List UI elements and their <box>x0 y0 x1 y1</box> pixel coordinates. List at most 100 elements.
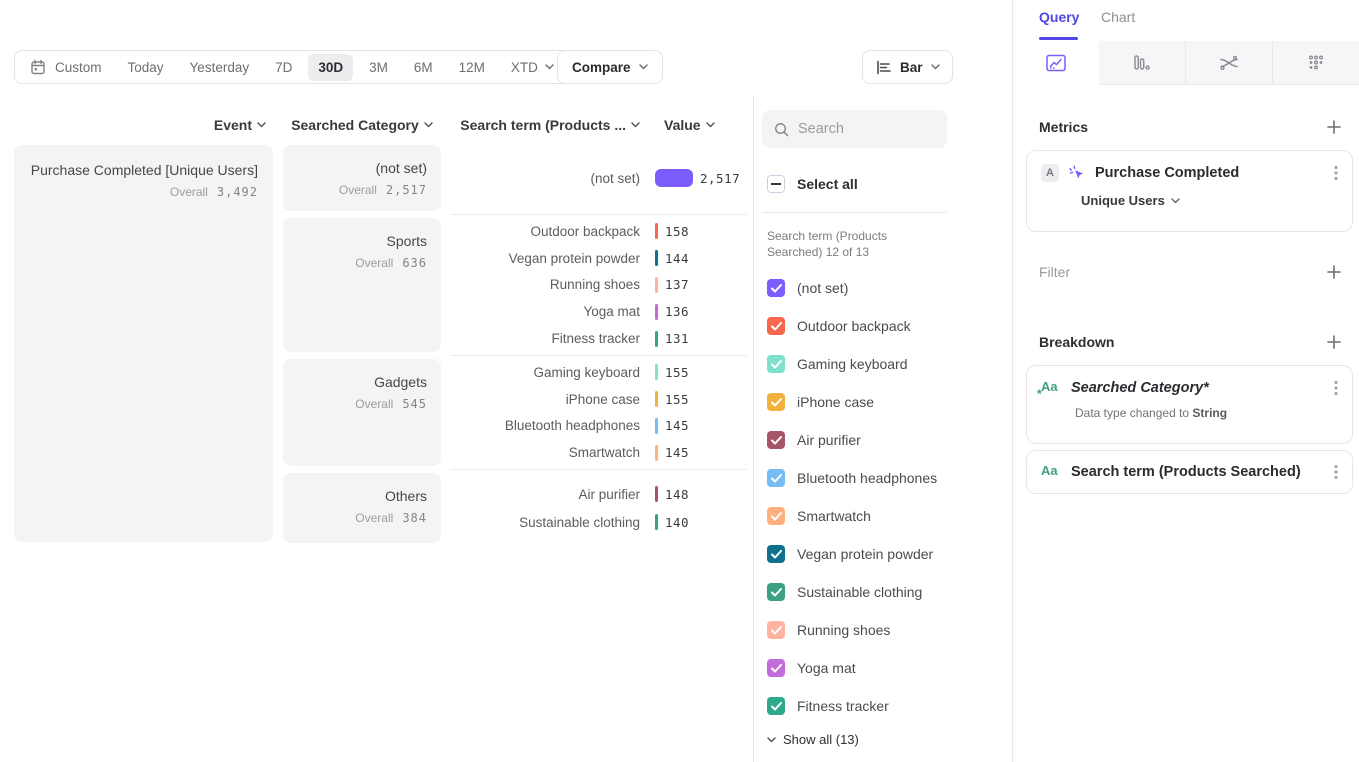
kebab-menu-icon[interactable] <box>1334 380 1338 396</box>
legend-item[interactable]: Outdoor backpack <box>767 307 937 345</box>
date-range-button[interactable]: Custom <box>17 51 115 83</box>
term-row[interactable]: Gaming keyboard 155 <box>450 359 747 386</box>
column-header-event[interactable]: Event <box>14 114 266 136</box>
term-row[interactable]: Sustainable clothing 140 <box>450 508 747 536</box>
column-header-searched-category[interactable]: Searched Category <box>283 114 441 136</box>
legend-item[interactable]: Running shoes <box>767 611 937 649</box>
legend-item[interactable]: iPhone case <box>767 383 937 421</box>
category-cell[interactable]: Sports Overall 636 <box>283 218 441 352</box>
add-filter-button[interactable] <box>1327 265 1341 279</box>
chart-type-button[interactable]: Bar <box>862 50 953 84</box>
category-cell[interactable]: Gadgets Overall 545 <box>283 359 441 466</box>
checked-checkbox-icon[interactable] <box>767 697 785 715</box>
term-row[interactable]: Smartwatch 145 <box>450 439 747 466</box>
legend-item[interactable]: Smartwatch <box>767 497 937 535</box>
date-range-button[interactable]: 6M <box>401 51 446 83</box>
column-header-label: Searched Category <box>291 117 419 133</box>
term-row-group: Outdoor backpack 158 Vegan protein powder 1… <box>450 214 747 352</box>
checked-checkbox-icon[interactable] <box>767 621 785 639</box>
checked-checkbox-icon[interactable] <box>767 279 785 297</box>
date-range-button[interactable]: XTD <box>498 51 567 83</box>
legend-item[interactable]: Air purifier <box>767 421 937 459</box>
category-name: Others <box>384 488 427 504</box>
line-chart-icon <box>1046 54 1066 72</box>
term-row[interactable]: Yoga mat 136 <box>450 298 747 325</box>
data-type-note: Data type changed to String <box>1075 406 1228 420</box>
search-icon <box>774 122 789 137</box>
event-cell[interactable]: Purchase Completed [Unique Users] Overal… <box>14 145 273 542</box>
checked-checkbox-icon[interactable] <box>767 583 785 601</box>
legend-item[interactable]: Fitness tracker <box>767 687 937 725</box>
checked-checkbox-icon[interactable] <box>767 659 785 677</box>
checked-checkbox-icon[interactable] <box>767 545 785 563</box>
column-header-search-term[interactable]: Search term (Products ... <box>445 114 640 136</box>
search-input[interactable] <box>798 121 935 137</box>
breakdown-card[interactable]: Aa Search term (Products Searched) <box>1026 450 1353 494</box>
viz-tab-bar-funnel[interactable] <box>1099 41 1185 85</box>
viz-tab-line-chart[interactable] <box>1013 41 1099 85</box>
show-all-button[interactable]: Show all (13) <box>767 732 859 747</box>
segment-search[interactable] <box>762 110 947 148</box>
overall-label: Overall <box>355 511 394 525</box>
indeterminate-checkbox-icon[interactable] <box>767 175 785 193</box>
overall-value: 545 <box>402 397 427 411</box>
date-range-label: 3M <box>369 59 388 75</box>
legend-item[interactable]: Bluetooth headphones <box>767 459 937 497</box>
term-row[interactable]: (not set) 2,517 <box>450 164 747 192</box>
compare-button[interactable]: Compare <box>557 50 663 84</box>
breakdown-card[interactable]: Aa * Searched Category* Data type changed t… <box>1026 365 1353 444</box>
kebab-menu-icon[interactable] <box>1334 165 1338 181</box>
overall-value: 3,492 <box>216 185 258 199</box>
date-range-button[interactable]: Today <box>115 51 177 83</box>
add-metric-button[interactable] <box>1327 120 1341 134</box>
checked-checkbox-icon[interactable] <box>767 507 785 525</box>
legend-item[interactable]: Yoga mat <box>767 649 937 687</box>
date-range-button[interactable]: 12M <box>446 51 498 83</box>
term-row-group: (not set) 2,517 <box>450 145 747 211</box>
viz-tab-flows[interactable] <box>1185 41 1272 85</box>
add-breakdown-button[interactable] <box>1327 335 1341 349</box>
term-row[interactable]: Outdoor backpack 158 <box>450 218 747 245</box>
term-row[interactable]: Air purifier 148 <box>450 480 747 508</box>
legend-item-label: Running shoes <box>797 622 891 638</box>
date-range-label: Custom <box>55 59 102 75</box>
checked-checkbox-icon[interactable] <box>767 469 785 487</box>
column-header-label: Search term (Products ... <box>460 117 626 133</box>
legend-item-label: Smartwatch <box>797 508 871 524</box>
term-row[interactable]: iPhone case 155 <box>450 386 747 413</box>
legend-item[interactable]: Vegan protein powder <box>767 535 937 573</box>
checked-checkbox-icon[interactable] <box>767 317 785 335</box>
term-row[interactable]: Bluetooth headphones 145 <box>450 413 747 440</box>
value-label: 148 <box>665 486 690 502</box>
checked-checkbox-icon[interactable] <box>767 431 785 449</box>
category-cell[interactable]: (not set) Overall 2,517 <box>283 145 441 211</box>
event-spark-icon <box>1069 165 1085 181</box>
term-row[interactable]: Vegan protein powder 144 <box>450 245 747 272</box>
search-term-value-column: (not set) 2,517 Outdoor backpack 158 Vegan p… <box>450 145 747 543</box>
legend-item[interactable]: Gaming keyboard <box>767 345 937 383</box>
date-range-button[interactable]: 30D <box>305 51 356 83</box>
chevron-down-icon <box>930 64 940 70</box>
tab-chart[interactable]: Chart <box>1101 9 1136 25</box>
date-range-button[interactable]: 7D <box>262 51 305 83</box>
kebab-menu-icon[interactable] <box>1334 464 1338 480</box>
term-row[interactable]: Running shoes 137 <box>450 272 747 299</box>
viz-tab-retention-dots[interactable] <box>1272 41 1359 85</box>
date-range-button[interactable]: 3M <box>356 51 401 83</box>
checked-checkbox-icon[interactable] <box>767 393 785 411</box>
filter-section-title: Filter <box>1039 264 1071 280</box>
term-row[interactable]: Fitness tracker 131 <box>450 325 747 352</box>
legend-item[interactable]: Sustainable clothing <box>767 573 937 611</box>
date-range-button[interactable]: Yesterday <box>177 51 263 83</box>
column-header-value[interactable]: Value <box>664 114 715 136</box>
tab-query[interactable]: Query <box>1039 9 1080 25</box>
checked-checkbox-icon[interactable] <box>767 355 785 373</box>
retention-dots-icon <box>1307 54 1325 72</box>
searched-category-column: (not set) Overall 2,517 Sports Overall 636 Gad… <box>283 145 441 543</box>
overall-label: Overall <box>355 397 394 411</box>
category-cell[interactable]: Others Overall 384 <box>283 473 441 543</box>
select-all-toggle[interactable]: Select all <box>767 175 858 193</box>
legend-item[interactable]: (not set) <box>767 269 937 307</box>
measure-selector[interactable]: Unique Users <box>1081 193 1352 208</box>
metric-card[interactable]: A Purchase Completed Unique Users <box>1026 150 1353 232</box>
